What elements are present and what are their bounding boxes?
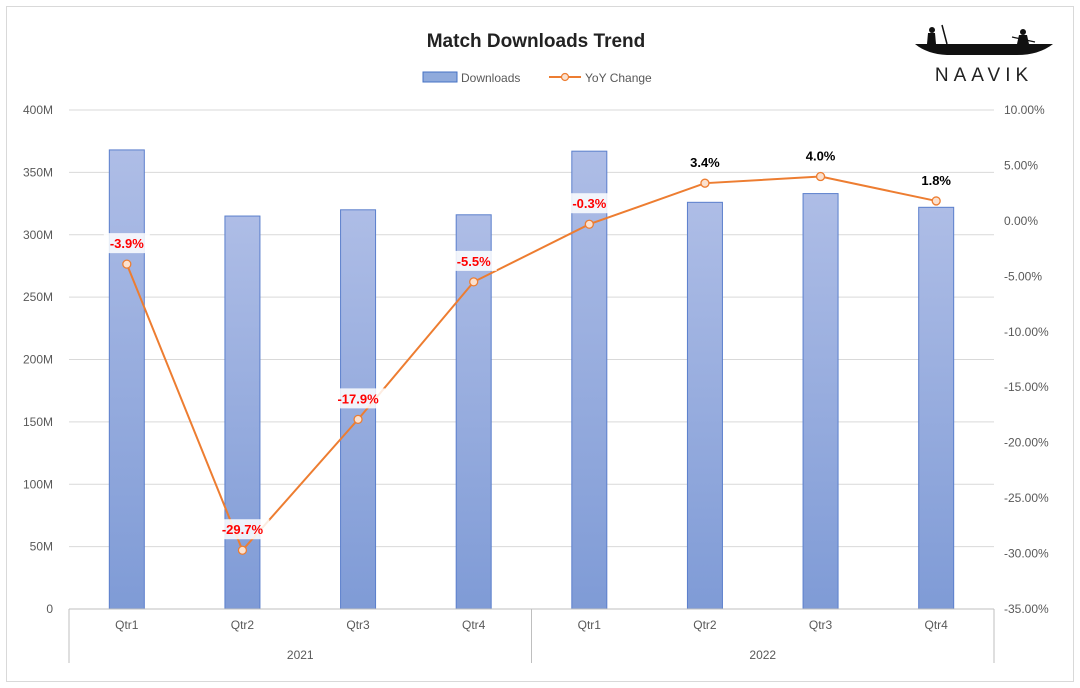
left-tick-label: 200M xyxy=(23,353,53,367)
left-axis: 0 50M 100M 150M 200M 250M 300M 350M 400M xyxy=(23,103,53,616)
yoy-point xyxy=(237,545,248,555)
left-tick-label: 0 xyxy=(46,602,53,616)
bar-series xyxy=(108,149,955,610)
yoy-point xyxy=(700,178,710,188)
category-label: Qtr4 xyxy=(462,618,486,632)
category-label: Qtr2 xyxy=(693,618,717,632)
right-tick-label: -20.00% xyxy=(1004,436,1049,450)
category-axis: Qtr1 Qtr2 Qtr3 Qtr4 Qtr1 Qtr2 Qtr3 Qtr4 2021 2022 xyxy=(68,608,995,663)
data-label-bg xyxy=(450,250,497,271)
category-label: Qtr3 xyxy=(346,618,370,632)
brand-name: NAAVIK xyxy=(935,65,1033,86)
downloads-chart: Match Downloads Trend NAAVIK Downloads Y… xyxy=(23,24,1053,663)
yoy-data-label: -3.9% xyxy=(110,236,144,251)
naavik-logo: NAAVIK xyxy=(915,24,1053,86)
yoy-point xyxy=(122,259,132,269)
right-tick-label: -25.00% xyxy=(1004,491,1049,505)
legend-label-downloads: Downloads xyxy=(461,71,520,85)
downloads-bar xyxy=(802,193,839,610)
data-label-bg xyxy=(566,193,613,214)
yoy-data-label: 1.8% xyxy=(921,173,951,188)
yoy-point xyxy=(584,219,594,229)
right-tick-label: -30.00% xyxy=(1004,547,1049,561)
legend-marker-yoy xyxy=(560,72,570,82)
yoy-data-label: 4.0% xyxy=(806,149,836,164)
legend-swatch-downloads xyxy=(422,71,458,83)
left-tick-label: 150M xyxy=(23,415,53,429)
downloads-bar xyxy=(918,206,955,610)
yoy-data-label: -17.9% xyxy=(337,391,379,406)
yoy-data-label: -5.5% xyxy=(457,254,491,269)
right-tick-label: -35.00% xyxy=(1004,602,1049,616)
data-label-bg xyxy=(331,388,386,409)
right-axis: -35.00% -30.00% -25.00% -20.00% -15.00% -10.0… xyxy=(1004,103,1049,616)
chart-frame: Match Downloads Trend NAAVIK Downloads Y… xyxy=(6,6,1074,682)
right-tick-label: 5.00% xyxy=(1004,158,1038,172)
left-tick-label: 300M xyxy=(23,228,53,242)
category-label: Qtr2 xyxy=(231,618,255,632)
right-tick-label: 10.00% xyxy=(1004,103,1045,117)
category-label: Qtr1 xyxy=(578,618,602,632)
downloads-bar xyxy=(224,215,261,610)
category-label: Qtr1 xyxy=(115,618,139,632)
legend: Downloads YoY Change xyxy=(422,71,652,85)
left-tick-label: 250M xyxy=(23,290,53,304)
category-label: Qtr3 xyxy=(809,618,833,632)
yoy-data-label: -0.3% xyxy=(572,196,606,211)
data-label-bg xyxy=(215,519,270,540)
chart-title: Match Downloads Trend xyxy=(427,31,646,52)
yoy-point xyxy=(815,171,826,182)
data-labels: -3.9% -29.7% -17.9% -5.5% -0.3% 3.4% 4.0% 1.8% xyxy=(103,149,951,540)
yoy-point xyxy=(353,414,363,425)
right-tick-label: -10.00% xyxy=(1004,325,1049,339)
downloads-bar xyxy=(340,209,377,610)
boat-icon xyxy=(915,24,1053,55)
group-label: 2021 xyxy=(287,648,314,662)
data-label-bg xyxy=(103,233,150,254)
downloads-bar xyxy=(686,201,723,610)
left-tick-label: 50M xyxy=(30,540,53,554)
group-label: 2022 xyxy=(749,648,776,662)
yoy-data-label: -29.7% xyxy=(222,522,264,537)
yoy-point xyxy=(469,277,479,287)
downloads-bar xyxy=(108,149,145,610)
left-tick-label: 100M xyxy=(23,477,53,491)
downloads-bar xyxy=(455,214,492,610)
left-tick-label: 350M xyxy=(23,165,53,179)
left-tick-label: 400M xyxy=(23,103,53,117)
yoy-point xyxy=(931,196,941,206)
yoy-data-label: 3.4% xyxy=(690,155,720,170)
right-tick-label: -5.00% xyxy=(1004,269,1042,283)
right-tick-label: -15.00% xyxy=(1004,380,1049,394)
legend-label-yoy: YoY Change xyxy=(585,71,652,85)
right-tick-label: 0.00% xyxy=(1004,214,1038,228)
category-label: Qtr4 xyxy=(925,618,949,632)
